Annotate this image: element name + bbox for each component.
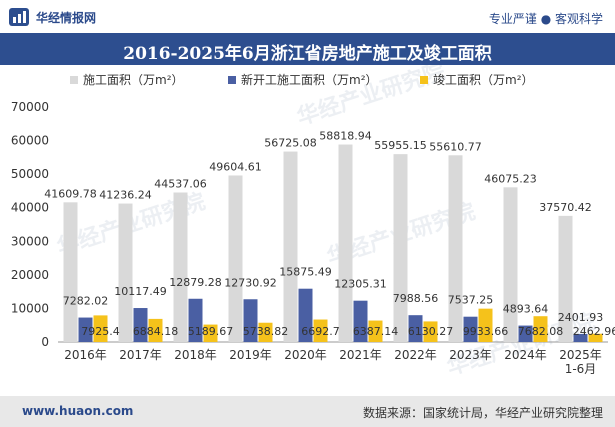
data-label: 6387.14 [353,325,399,338]
bar-3 [258,322,273,342]
footer-url: www.huaon.com [22,404,134,418]
data-label: 2462.96 [573,325,615,338]
bar-3 [588,333,603,342]
data-label: 56725.08 [264,137,317,150]
data-label: 12730.92 [224,276,277,289]
data-label: 15875.49 [279,266,332,279]
bar-2 [298,288,313,342]
bar-2 [408,315,423,342]
data-label: 9933.66 [463,325,509,338]
data-label: 10117.49 [114,285,167,298]
legend-label: 新开工施工面积（万m²） [241,72,378,87]
data-label: 6692.7 [301,325,340,338]
x-tick-label: 2016年 [64,348,107,362]
x-tick-label: 2017年 [119,348,162,362]
bar-3 [423,321,438,342]
data-label: 5189.67 [188,325,234,338]
data-label: 7682.08 [518,325,564,338]
x-tick-label: 2022年 [394,348,437,362]
y-tick-label: 70000 [11,100,49,114]
data-label: 49604.61 [209,160,262,173]
y-tick-label: 40000 [11,201,49,215]
data-label: 44537.06 [154,177,207,190]
bar-1 [338,144,353,342]
y-tick-label: 50000 [11,167,49,181]
data-label: 12305.31 [334,278,387,291]
y-tick-label: 10000 [11,301,49,315]
data-label: 37570.42 [539,201,592,214]
y-tick-label: 20000 [11,268,49,282]
x-tick-label: 2021年 [339,348,382,362]
data-label: 55955.15 [374,139,427,152]
data-source: 数据来源：国家统计局，华经产业研究院整理 [362,406,603,420]
bar-3 [478,308,493,342]
bar-3 [368,320,383,342]
brand-name: 华经情报网 [36,11,97,25]
x-tick-label: 2018年 [174,348,217,362]
x-tick-label: 2020年 [284,348,327,362]
data-label: 58818.94 [319,130,372,143]
bar-3 [203,324,218,342]
data-label: 6130.27 [408,325,454,338]
top-bar: 华经情报网 专业严谨 ● 客观科学 [0,0,615,33]
legend-label: 施工面积（万m²） [83,73,184,87]
title-bar: 2016-2025年6月浙江省房地产施工及竣工面积 [0,33,615,65]
data-label: 2401.93 [558,311,604,324]
legend-label: 竣工面积（万m²） [433,72,534,87]
bar-1 [503,187,518,342]
bar-1 [283,151,298,342]
bar-2 [133,308,148,342]
data-label: 4893.64 [503,303,549,316]
bar-2 [573,333,588,342]
data-label: 7925.4 [81,325,120,338]
data-label: 12879.28 [169,276,222,289]
data-label: 55610.77 [429,140,482,153]
data-label: 46075.23 [484,172,537,185]
bar-1 [228,175,243,342]
y-tick-label: 0 [41,335,49,349]
chart-title: 2016-2025年6月浙江省房地产施工及竣工面积 [123,44,492,64]
bar-1 [118,203,133,342]
bar-1 [173,192,188,342]
bar-2 [243,299,258,342]
data-label: 7282.02 [63,295,109,308]
footer-bar: www.huaon.com 数据来源：国家统计局，华经产业研究院整理 [0,396,615,427]
x-tick-label: 1-6月 [565,362,597,376]
y-tick-label: 60000 [11,134,49,148]
legend-swatch [420,76,428,84]
bar-2 [188,298,203,342]
bar-1 [393,154,408,342]
data-label: 7988.56 [393,292,439,305]
legend-swatch [70,76,78,84]
bar-2 [518,325,533,342]
x-tick-label: 2025年 [559,348,602,362]
x-tick-label: 2019年 [229,348,272,362]
x-tick-label: 2024年 [504,348,547,362]
bar-chart: 华经产业研究院华经产业研究院华经产业研究院华经产业研究院施工面积（万m²）新开工… [11,65,615,381]
data-label: 5738.82 [243,325,289,338]
bar-2 [463,316,478,342]
data-label: 41236.24 [99,189,152,202]
data-label: 7537.25 [448,294,494,307]
bar-3 [93,315,108,342]
data-label: 41609.78 [44,187,97,200]
brand-logo-icon [9,8,29,26]
bar-1 [63,202,78,342]
bar-1 [558,215,573,342]
tagline: 专业严谨 ● 客观科学 [488,12,603,26]
bar-3 [148,318,163,342]
data-label: 6884.18 [133,325,179,338]
bar-2 [353,300,368,342]
bar-3 [313,319,328,342]
y-tick-label: 30000 [11,234,49,248]
x-tick-label: 2023年 [449,348,492,362]
legend-swatch [228,76,236,84]
bar-3 [533,316,548,342]
bar-2 [78,317,93,342]
bar-1 [448,155,463,342]
